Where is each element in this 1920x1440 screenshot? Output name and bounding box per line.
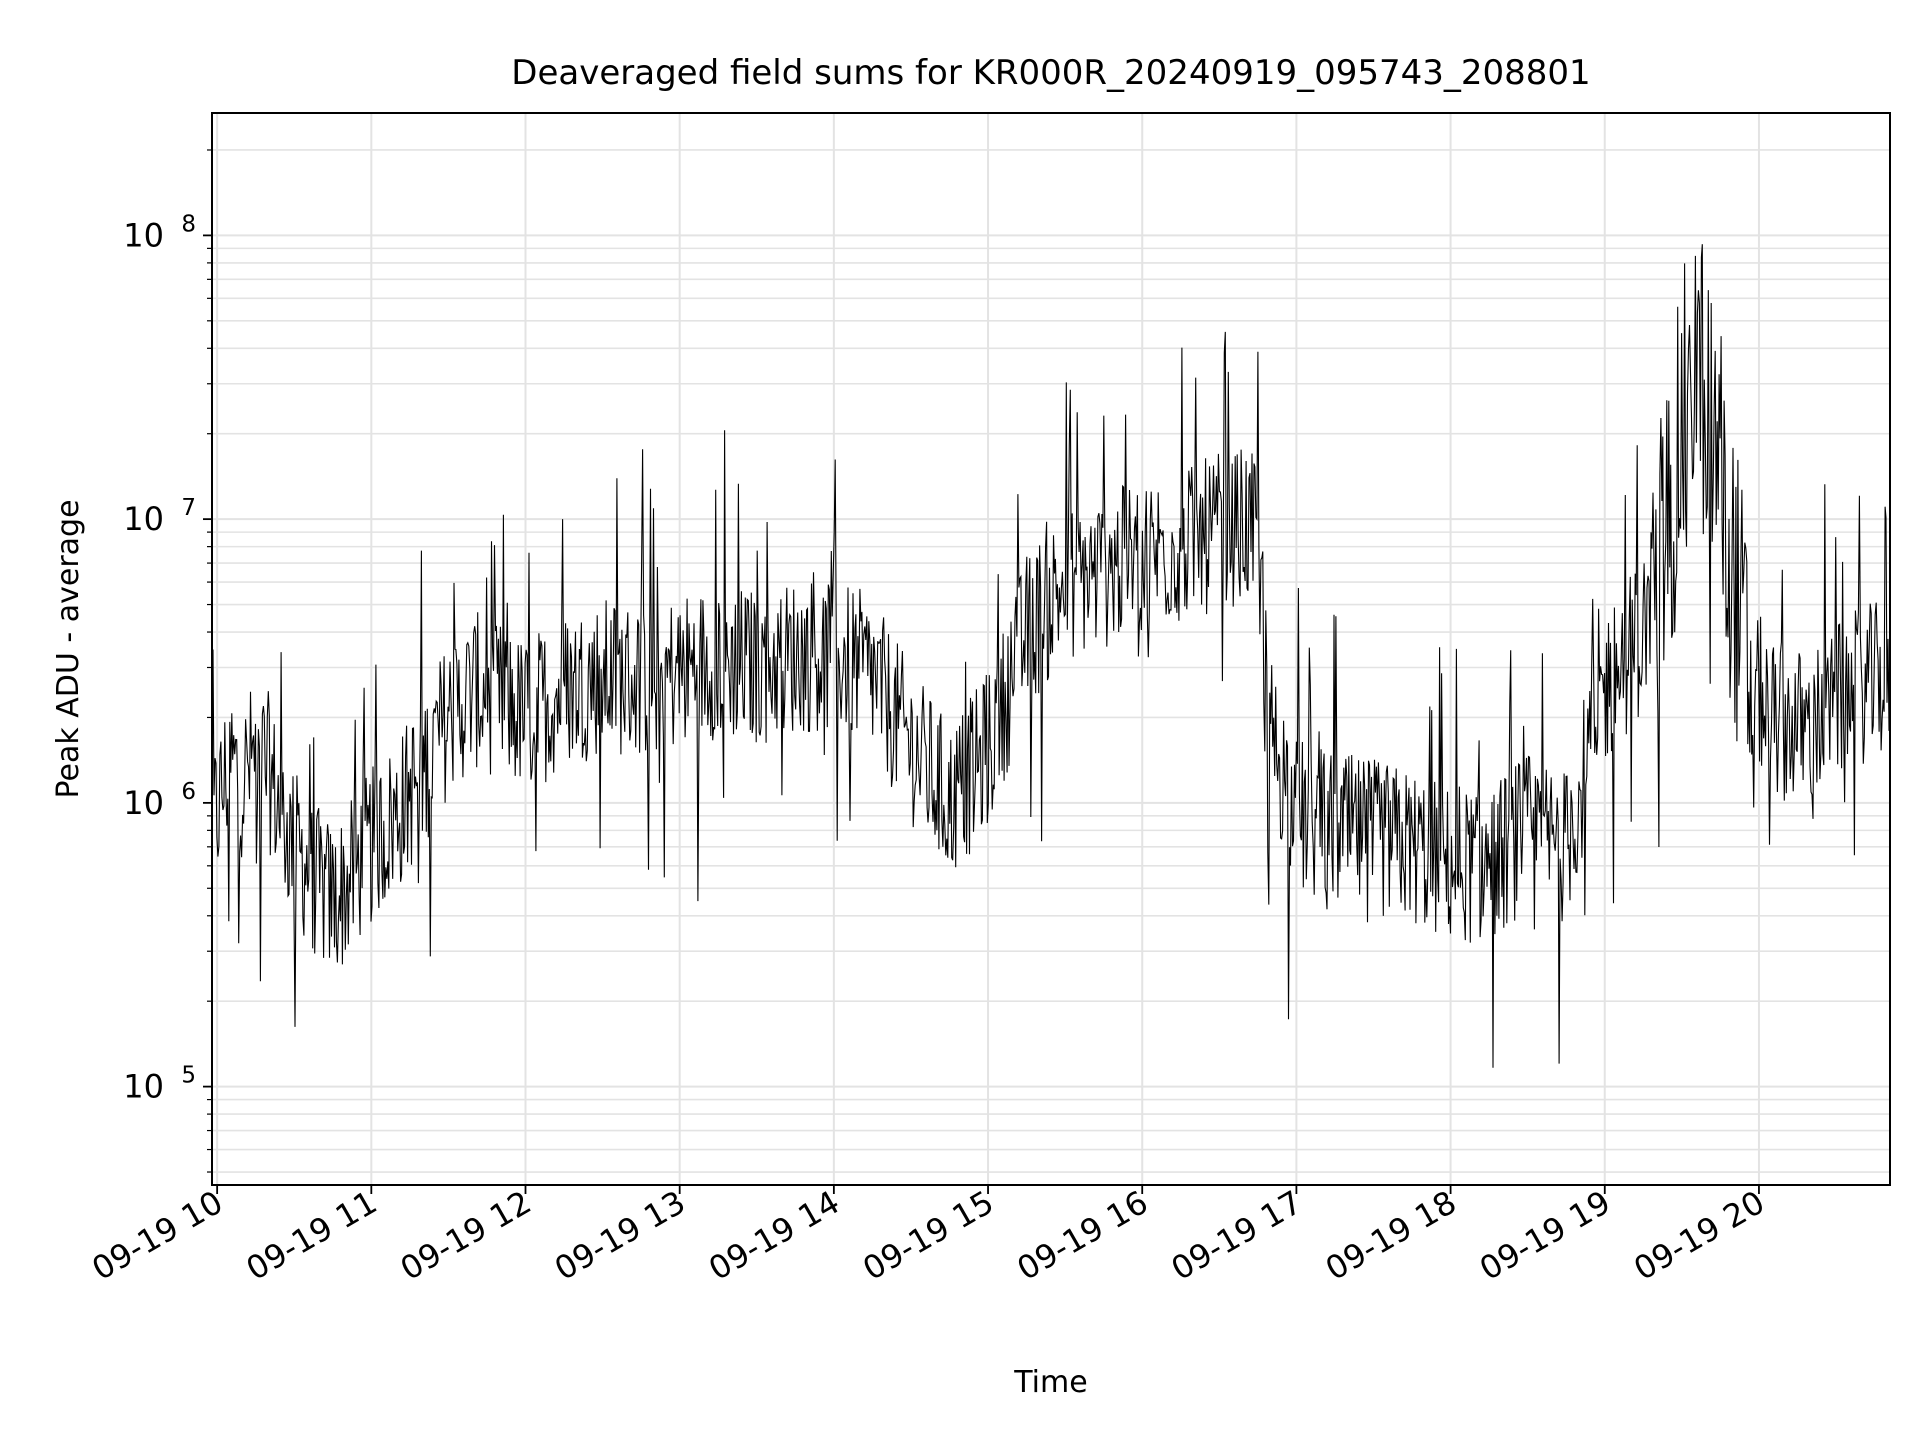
y-tick-exponent: 5: [181, 1063, 196, 1089]
series-line: [211, 244, 1891, 1068]
plot-area-frame: [211, 112, 1891, 1186]
y-tick-exponent: 7: [181, 495, 196, 521]
y-tick-label: 10: [123, 500, 164, 538]
y-tick-exponent: 6: [181, 779, 196, 805]
y-axis-label: Peak ADU - average: [51, 499, 86, 798]
y-tick-label: 10: [123, 1068, 164, 1106]
x-axis-label: Time: [1013, 1365, 1087, 1400]
y-tick-exponent: 8: [181, 211, 196, 237]
chart-title: Deaveraged field sums for KR000R_2024091…: [511, 53, 1590, 93]
y-tick-label: 10: [123, 216, 164, 254]
grid: [212, 113, 1890, 1185]
y-tick-label: 10: [123, 784, 164, 822]
